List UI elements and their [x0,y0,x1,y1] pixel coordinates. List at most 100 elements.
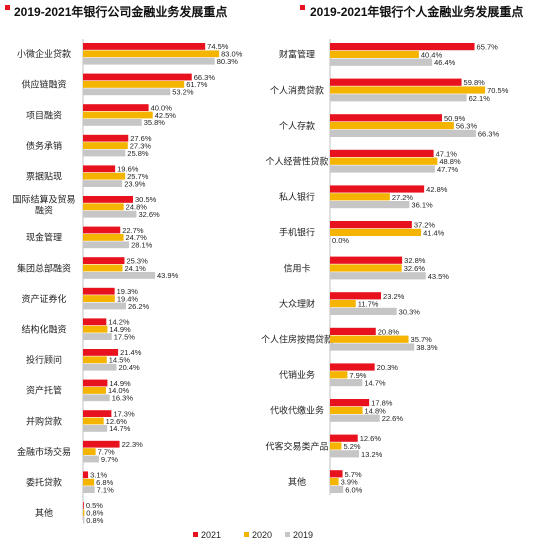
category-group: 委托贷款 3.1%6.8%7.1% [26,471,114,495]
bar-2021 [330,399,370,407]
category-group: 大众理财 23.2% 11.7% 30.3% [279,292,420,317]
bar-2020 [83,478,95,486]
value-label: 25.7% [127,172,149,181]
bar-2021 [330,434,358,442]
bar-2019 [83,149,126,157]
value-label: 27.3% [130,141,152,150]
value-label: 24.1% [125,264,147,273]
legend-label-2021: 2021 [201,530,221,540]
value-label: 7.1% [97,485,114,494]
bar-2019 [330,307,397,315]
value-label: 25.3% [126,256,148,265]
value-label: 5.7% [345,470,362,479]
value-label: 24.7% [126,233,148,242]
bar-2019 [83,486,95,493]
category-label: 并购贷款 [26,415,62,426]
value-label: 40.0% [151,103,173,112]
bar-2021 [330,292,382,300]
value-label: 16.3% [112,394,134,403]
bar-2020 [83,325,108,333]
category-label: 代收代缴业务 [270,405,324,416]
value-label: 22.7% [122,226,144,235]
category-group: 债务承销 27.6%27.3%25.8% [26,134,152,158]
category-label: 资产证券化 [21,293,66,304]
category-label: 个人经营性贷款 [265,156,328,167]
bar-2019 [330,94,467,102]
bar-2021 [83,257,125,264]
category-group: 私人银行 42.8% 27.2%36.1% [279,185,448,210]
bar-2020 [83,387,106,394]
bar-2021 [330,149,434,157]
value-label: 36.1% [411,201,433,210]
value-label: 17.8% [371,399,393,408]
bar-2019 [83,241,130,249]
chart-title: 2019-2021年银行公司金融业务发展重点 [14,4,227,19]
bar-2020 [83,234,124,241]
value-label: 7.9% [349,371,366,380]
bar-2020 [330,157,438,165]
value-label: 48.8% [439,157,461,166]
bar-2019 [83,425,108,432]
bar-2021 [330,256,403,264]
bar-2021 [83,502,84,509]
bar-2020 [83,448,96,455]
category-label: 金融市场交易 [17,446,71,457]
bar-2021 [330,114,442,122]
value-label: 70.5% [487,86,509,95]
category-group: 结构化融资 14.2%14.9%17.5% [21,318,135,342]
value-label: 41.4% [423,228,445,237]
value-label: 38.3% [416,343,438,352]
bar-2019 [83,333,112,340]
bar-2020 [330,193,390,201]
value-label: 22.6% [382,414,404,423]
category-label: 投行顾问 [26,354,62,365]
bar-2021 [83,471,89,479]
value-label: 20.4% [118,363,140,372]
value-label: 14.9% [109,379,131,388]
title-marker [300,5,305,10]
category-group: 个人存款 50.9%56.3%66.3% [279,114,499,139]
bar-2020 [330,228,422,236]
bar-2020 [83,142,128,149]
bar-2020 [330,335,409,343]
bar-2020 [83,356,107,364]
value-label: 74.5% [207,42,229,51]
value-label: 21.4% [120,348,142,357]
value-label: 5.2% [343,442,360,451]
value-label: 17.3% [113,409,135,418]
value-label: 80.3% [217,57,239,66]
category-group: 并购贷款 17.3%12.6%14.7% [26,409,135,433]
legend-swatch-2021 [193,532,198,537]
category-label: 代客交易类产品 [265,440,328,451]
value-label: 35.7% [411,335,433,344]
value-label: 14.7% [109,424,131,433]
value-label: 22.3% [122,440,144,449]
bar-2019 [330,58,433,66]
value-label: 40.4% [421,50,443,59]
bar-2020 [330,50,419,58]
value-label: 47.7% [437,165,459,174]
bar-2019 [83,57,215,65]
category-label: 现金管理 [26,232,62,243]
value-label: 12.6% [106,417,128,426]
bar-2021 [330,363,375,371]
category-label: 私人银行 [279,191,315,202]
value-label: 56.3% [456,122,478,131]
category-group: 手机银行 37.2%41.4% 0.0% [279,221,445,246]
category-group: 资产托管 14.9%14.0%16.3% [26,379,133,403]
value-label: 37.2% [414,221,436,230]
bar-2020 [83,264,123,272]
value-label: 53.2% [172,88,194,97]
category-label: 个人存款 [279,120,315,131]
bar-2020 [83,111,153,119]
bar-2019 [83,363,117,371]
category-group: 财富管理 65.7% 40.4%46.4% [279,43,498,68]
bar-2020 [83,417,104,425]
bar-2019 [83,88,171,96]
value-label: 32.8% [404,256,426,265]
bar-2021 [83,73,192,81]
bar-2021 [330,43,475,51]
value-label: 43.9% [157,271,179,280]
value-label: 11.7% [358,300,379,309]
